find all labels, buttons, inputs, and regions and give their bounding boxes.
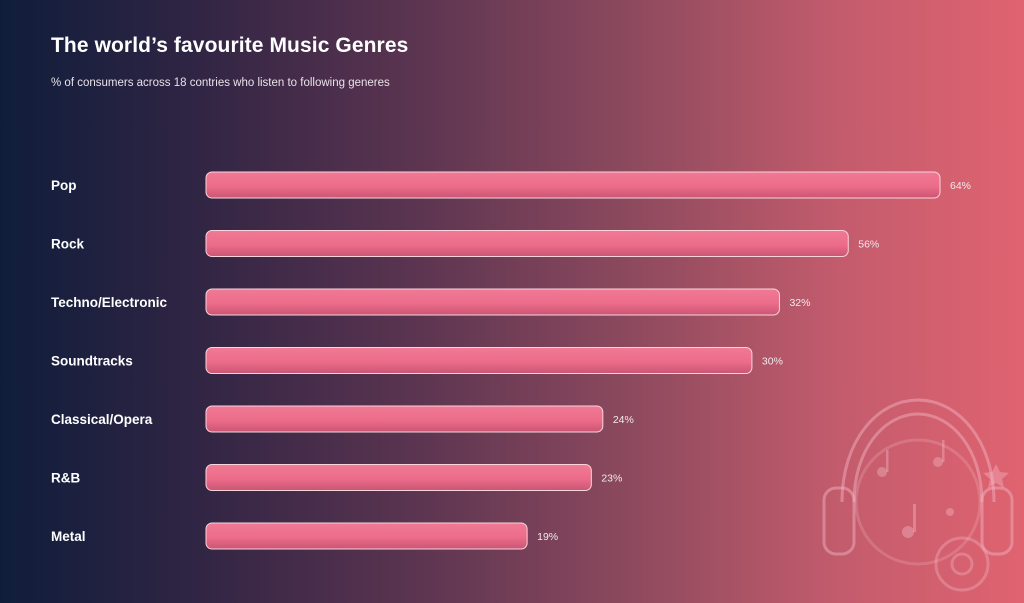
value-label: 30% <box>762 356 783 368</box>
headphones-music-notes-icon <box>822 398 1014 592</box>
bar <box>205 464 592 491</box>
bar <box>205 522 528 550</box>
category-label: R&B <box>51 471 80 486</box>
bar <box>205 230 849 257</box>
bar <box>205 171 941 199</box>
chart-title: The world’s favourite Music Genres <box>51 34 409 57</box>
value-label: 23% <box>601 473 622 485</box>
value-label: 19% <box>537 531 558 543</box>
category-label: Pop <box>51 178 77 193</box>
category-label: Classical/Opera <box>51 412 153 427</box>
chart-subtitle: % of consumers across 18 contries who li… <box>51 77 390 89</box>
value-label: 24% <box>613 414 634 426</box>
category-label: Soundtracks <box>51 354 133 369</box>
value-label: 32% <box>789 297 810 309</box>
category-label: Rock <box>51 237 85 252</box>
value-label: 56% <box>858 239 879 251</box>
category-label: Metal <box>51 529 86 544</box>
bar <box>205 288 780 316</box>
bar <box>205 347 753 374</box>
value-label: 64% <box>950 180 971 192</box>
bar <box>205 405 604 433</box>
category-label: Techno/Electronic <box>51 295 168 310</box>
